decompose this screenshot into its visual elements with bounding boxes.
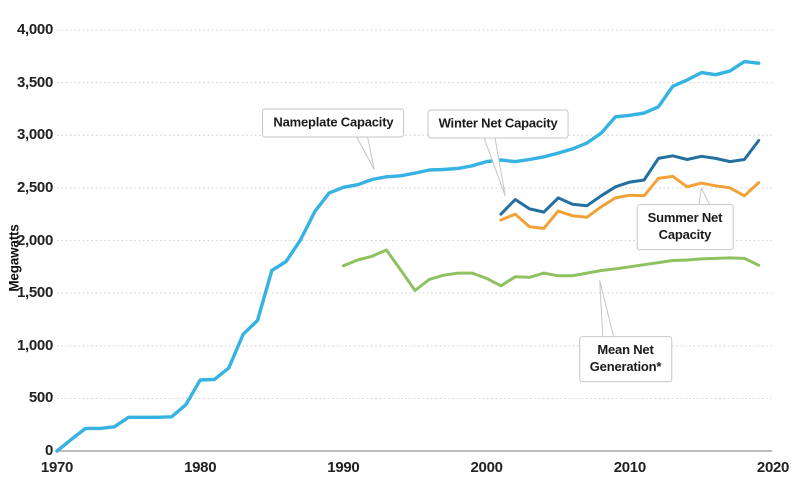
annotation-tail-nameplate-capacity xyxy=(355,136,375,170)
series-line-mean-net-generation xyxy=(341,248,761,292)
y-tick-label-500: 500 xyxy=(28,389,53,407)
x-tick-label-2010: 2010 xyxy=(613,459,646,476)
x-tick-label-1970: 1970 xyxy=(40,459,74,476)
annotation-text-line: Capacity xyxy=(658,226,712,242)
y-tick-label-2-500: 2,500 xyxy=(16,178,53,196)
annotation-text-line: Generation* xyxy=(589,359,662,375)
annotation-mean-net-generation: Mean Net Generation* xyxy=(578,336,673,383)
y-tick-label-3-000: 3,000 xyxy=(16,126,53,144)
annotation-text-line: Mean Net xyxy=(597,342,654,358)
y-tick-label-0: 0 xyxy=(44,442,53,459)
annotation-text-line: Nameplate Capacity xyxy=(273,114,394,130)
y-tick-label-1-000: 1,000 xyxy=(16,336,53,354)
annotation-summer-net-capacity: Summer Net Capacity xyxy=(636,203,734,250)
gridlines xyxy=(57,29,772,452)
x-tick-label-2020: 2020 xyxy=(756,459,790,476)
annotation-nameplate-capacity: Nameplate Capacity xyxy=(262,108,405,138)
annotation-tail-summer-net-capacity xyxy=(698,186,711,206)
x-tick-label-1980: 1980 xyxy=(184,459,217,476)
annotation-winter-net-capacity: Winter Net Capacity xyxy=(427,109,569,139)
y-tick-label-3-500: 3,500 xyxy=(16,73,53,91)
series-line-winter-net-capacity xyxy=(499,139,761,216)
y-tick-label-1-500: 1,500 xyxy=(16,284,53,302)
y-tick-label-4-000: 4,000 xyxy=(16,21,53,38)
series-line-summer-net-capacity xyxy=(499,174,761,230)
x-tick-label-1990: 1990 xyxy=(327,459,360,476)
series-lines xyxy=(55,59,761,453)
series-line-nameplate-capacity xyxy=(55,59,761,453)
annotation-tail-winter-net-capacity xyxy=(483,137,506,196)
annotation-text-line: Winter Net Capacity xyxy=(438,115,558,131)
y-tick-label-2-000: 2,000 xyxy=(16,231,53,249)
annotation-text-line: Summer Net xyxy=(647,209,723,225)
annotation-tail-mean-net-generation xyxy=(599,280,615,338)
x-tick-label-2000: 2000 xyxy=(470,459,503,476)
